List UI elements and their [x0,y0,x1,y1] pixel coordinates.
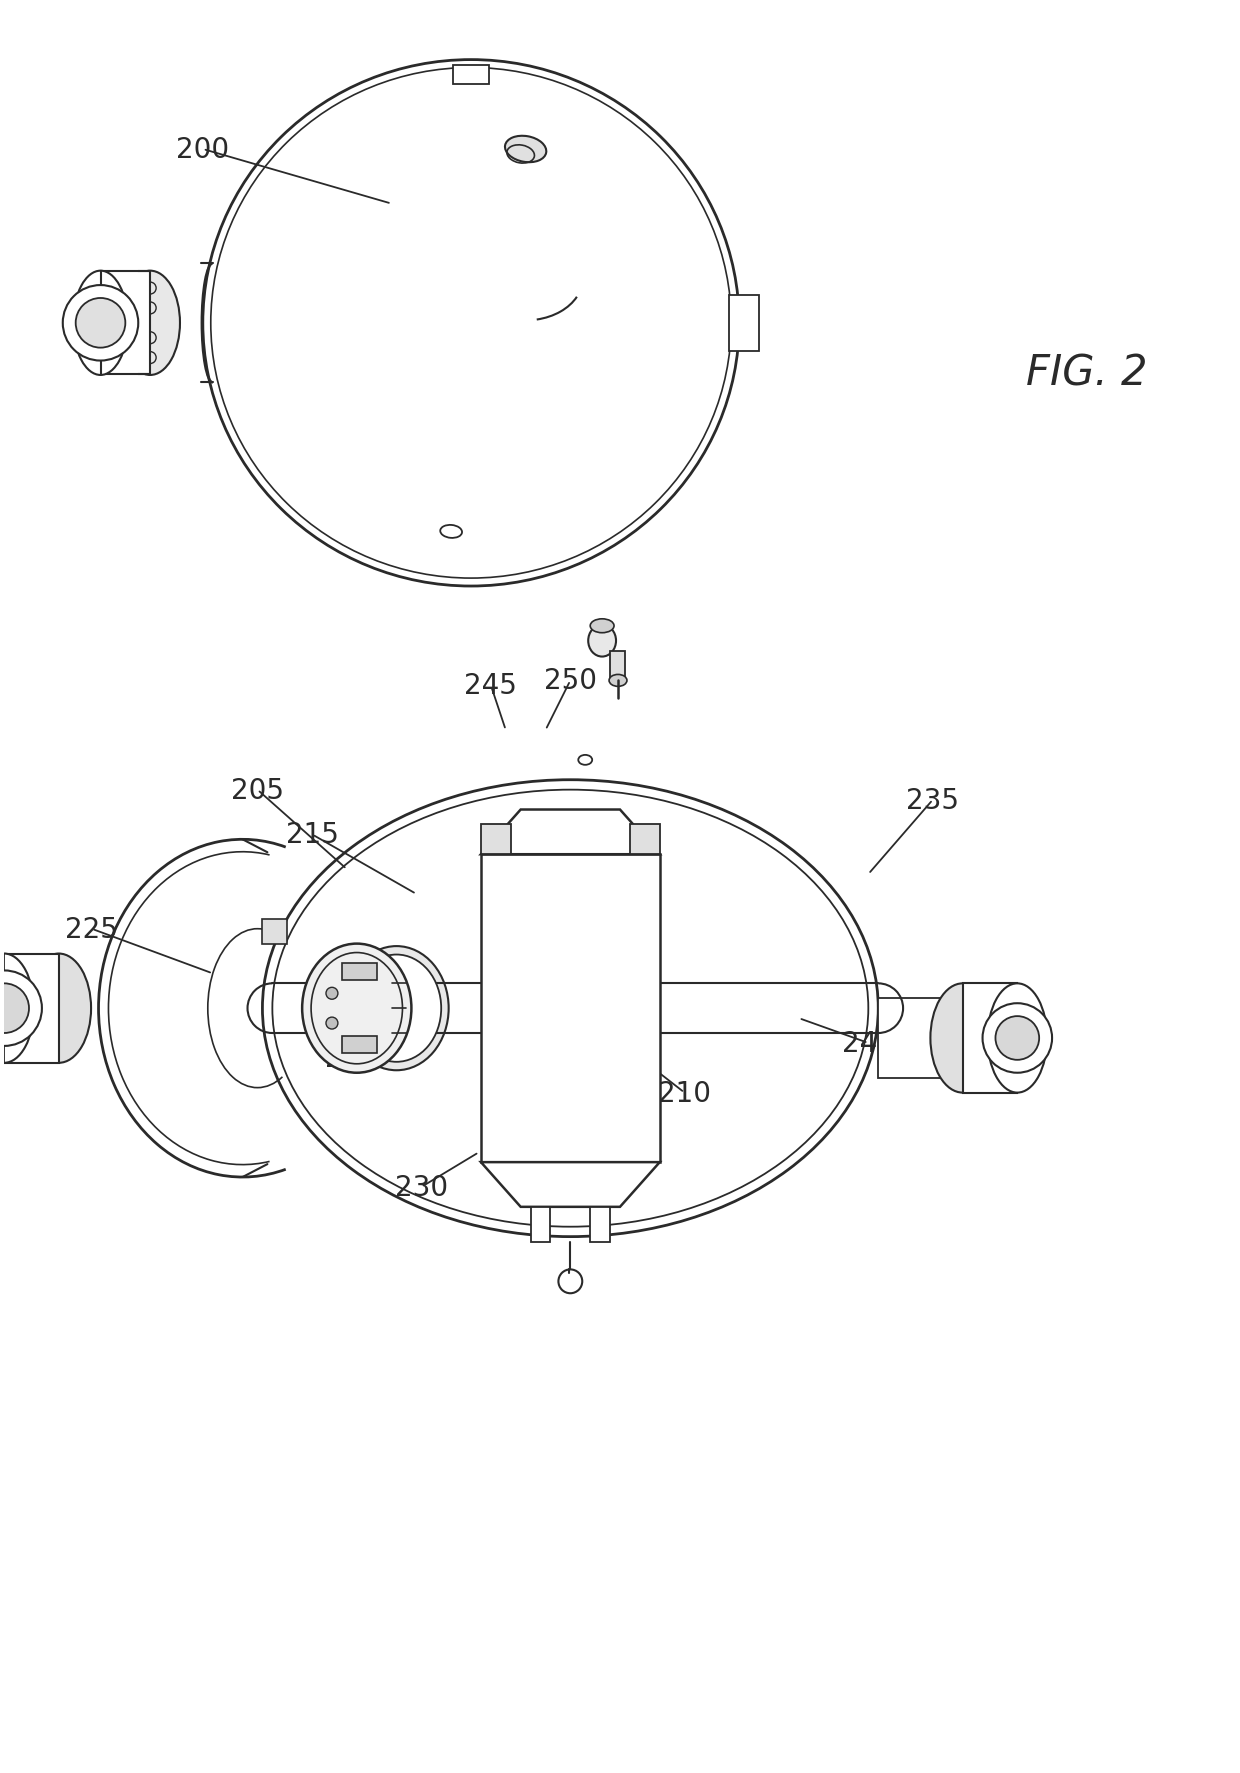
Polygon shape [4,954,58,1064]
Circle shape [982,1004,1052,1073]
Ellipse shape [930,984,994,1092]
Ellipse shape [263,780,878,1238]
Ellipse shape [26,954,91,1064]
Text: 250: 250 [544,667,596,695]
Ellipse shape [73,271,128,376]
Text: 245: 245 [465,672,517,700]
Polygon shape [100,271,150,376]
Polygon shape [342,1037,377,1053]
Polygon shape [590,1207,610,1241]
Circle shape [76,300,125,349]
Polygon shape [630,824,660,855]
Text: 240: 240 [842,1030,895,1057]
Circle shape [326,1018,339,1030]
Polygon shape [481,810,660,855]
Polygon shape [263,918,288,943]
Polygon shape [962,984,1017,1092]
Polygon shape [481,855,660,1163]
Ellipse shape [203,60,739,587]
Polygon shape [729,296,759,351]
Circle shape [63,285,138,362]
Polygon shape [878,998,962,1078]
Polygon shape [531,1207,551,1241]
Text: 200: 200 [176,137,229,163]
Ellipse shape [0,954,33,1064]
Ellipse shape [588,626,616,658]
Ellipse shape [120,271,180,376]
Ellipse shape [505,137,547,163]
Text: 220: 220 [325,1044,378,1073]
Ellipse shape [273,791,868,1227]
Ellipse shape [609,676,627,686]
Polygon shape [342,965,377,980]
Text: 235: 235 [906,785,960,814]
Ellipse shape [303,943,412,1073]
Text: 210: 210 [658,1080,711,1106]
Polygon shape [481,1163,660,1207]
Circle shape [0,972,42,1046]
Circle shape [996,1016,1039,1060]
Ellipse shape [987,984,1047,1092]
Ellipse shape [345,947,449,1071]
Circle shape [326,988,339,1000]
Text: 205: 205 [231,777,284,805]
Ellipse shape [590,619,614,633]
Text: FIG. 2: FIG. 2 [1025,353,1147,394]
Text: 215: 215 [285,821,339,849]
Text: 230: 230 [394,1174,448,1202]
Polygon shape [453,66,489,85]
Circle shape [558,1269,583,1294]
Text: 225: 225 [66,915,118,943]
Polygon shape [610,651,625,681]
Polygon shape [481,824,511,855]
Ellipse shape [352,956,441,1062]
Circle shape [0,984,29,1034]
